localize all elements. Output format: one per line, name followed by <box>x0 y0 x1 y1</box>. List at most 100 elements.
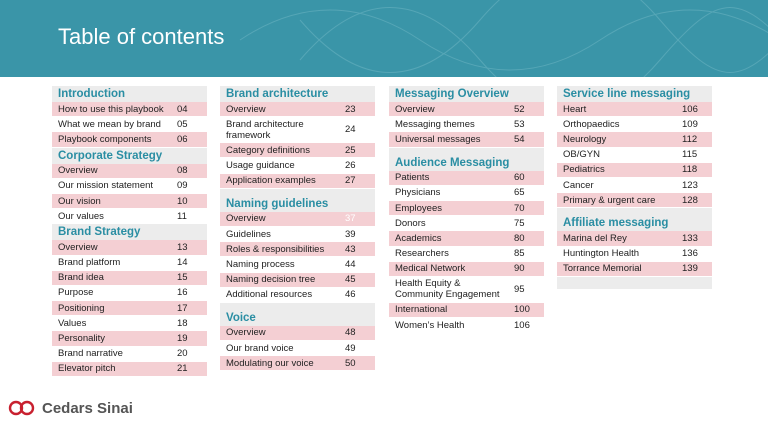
toc-row[interactable]: Modulating our voice 50 <box>220 356 375 372</box>
toc-label: Values <box>58 317 87 329</box>
toc-row[interactable]: How to use this playbook 04 <box>52 102 207 118</box>
toc-page: 123 <box>682 179 698 191</box>
toc-row[interactable]: Overview 52 <box>389 102 544 118</box>
toc-row[interactable]: Brand architecture framework 24 <box>220 117 375 144</box>
toc-page: 15 <box>177 272 188 284</box>
toc-label: Neurology <box>563 133 607 145</box>
toc-row[interactable]: Donors 75 <box>389 216 544 232</box>
toc-row[interactable]: Messaging themes 53 <box>389 117 544 133</box>
toc-row[interactable]: Researchers 85 <box>389 246 544 262</box>
toc-label: Brand idea <box>58 272 104 284</box>
toc-row[interactable]: Naming decision tree 45 <box>220 272 375 288</box>
toc-page: 139 <box>682 263 698 275</box>
toc-page: 54 <box>514 133 525 145</box>
toc-label: Patients <box>395 172 430 184</box>
section-title[interactable]: Audience Messaging <box>389 154 544 171</box>
toc-row[interactable]: Usage guidance 26 <box>220 158 375 174</box>
toc-row[interactable]: Primary & urgent care 128 <box>557 193 712 209</box>
toc-label: Torrance Memorial <box>563 263 642 275</box>
toc-row[interactable]: Academics 80 <box>389 231 544 247</box>
toc-row[interactable]: Health Equity & Community Engagement 95 <box>389 276 544 303</box>
toc-row[interactable]: Brand platform 14 <box>52 255 207 271</box>
toc-label: Messaging themes <box>395 118 475 130</box>
toc-page: 128 <box>682 194 698 206</box>
toc-row[interactable]: OB/GYN 115 <box>557 147 712 163</box>
toc-row[interactable]: Naming process 44 <box>220 257 375 273</box>
toc-row[interactable]: Playbook components 06 <box>52 132 207 148</box>
toc-label: Overview <box>395 103 435 115</box>
section-title[interactable]: Corporate Strategy <box>52 147 207 164</box>
toc-row[interactable]: Our mission statement 09 <box>52 178 207 194</box>
toc-row[interactable]: Our vision 10 <box>52 193 207 210</box>
toc-row[interactable]: Purpose 16 <box>52 285 207 302</box>
toc-row[interactable]: Brand narrative 20 <box>52 346 207 362</box>
toc-row[interactable]: Guidelines 39 <box>220 226 375 243</box>
toc-page: 115 <box>682 149 698 161</box>
toc-row[interactable]: Overview 23 <box>220 102 375 118</box>
toc-row[interactable]: Positioning 17 <box>52 301 207 317</box>
toc-page: 16 <box>177 287 188 299</box>
toc-row[interactable]: Orthopaedics 109 <box>557 117 712 133</box>
toc-page: 19 <box>177 333 188 345</box>
section-title[interactable]: Introduction <box>52 86 207 102</box>
toc-section-introduction: Introduction How to use this playbook 04 … <box>52 86 207 148</box>
toc-row[interactable]: Our values 11 <box>52 209 207 225</box>
toc-row[interactable]: Roles & responsibilities 43 <box>220 242 375 258</box>
toc-label: Our brand voice <box>226 342 294 354</box>
section-title[interactable]: Voice <box>220 309 375 326</box>
toc-row[interactable]: Employees 70 <box>389 200 544 217</box>
toc-page: 23 <box>345 103 356 115</box>
header-banner: Table of contents <box>0 0 768 77</box>
section-title[interactable]: Service line messaging <box>557 86 712 102</box>
section-title[interactable]: Brand architecture <box>220 86 375 102</box>
toc-row[interactable]: Cancer 123 <box>557 177 712 194</box>
toc-label: Brand architecture framework <box>226 118 304 141</box>
toc-row[interactable]: Elevator pitch 21 <box>52 361 207 377</box>
toc-row[interactable]: Personality 19 <box>52 331 207 347</box>
toc-column-4: Service line messaging Heart 106 Orthopae… <box>557 86 712 289</box>
toc-row[interactable]: Additional resources 46 <box>220 287 375 303</box>
toc-row[interactable]: Medical Network 90 <box>389 261 544 277</box>
section-title[interactable]: Affiliate messaging <box>557 215 712 232</box>
toc-row[interactable]: Marina del Rey 133 <box>557 231 712 247</box>
toc-section-corporate-strategy: Corporate Strategy Overview 08 Our missio… <box>52 147 207 225</box>
toc-row[interactable]: Application examples 27 <box>220 173 375 189</box>
toc-row[interactable]: Patients 60 <box>389 170 544 186</box>
toc-page: 14 <box>177 257 188 269</box>
toc-page: 11 <box>177 210 187 222</box>
section-spacer <box>557 208 712 216</box>
section-title[interactable]: Brand Strategy <box>52 224 207 241</box>
toc-row[interactable]: Overview 13 <box>52 240 207 256</box>
toc-section-service-line-messaging: Service line messaging Heart 106 Orthopae… <box>557 86 712 216</box>
toc-label: Women’s Health <box>395 319 465 331</box>
toc-row[interactable]: Huntington Health 136 <box>557 246 712 262</box>
toc-row[interactable]: Values 18 <box>52 316 207 332</box>
toc-row[interactable]: Overview 08 <box>52 163 207 179</box>
toc-page: 04 <box>177 103 188 115</box>
toc-row[interactable]: Neurology 112 <box>557 132 712 148</box>
toc-row[interactable]: What we mean by brand 05 <box>52 117 207 133</box>
section-title[interactable]: Messaging Overview <box>389 86 544 102</box>
toc-section-messaging-overview: Messaging Overview Overview 52 Messaging … <box>389 86 544 155</box>
toc-page: 109 <box>682 118 698 130</box>
toc-row[interactable]: Pediatrics 118 <box>557 162 712 178</box>
toc-row[interactable]: Universal messages 54 <box>389 132 544 148</box>
section-title[interactable]: Naming guidelines <box>220 195 375 212</box>
toc-row[interactable]: Category definitions 25 <box>220 143 375 159</box>
toc-row[interactable]: Torrance Memorial 139 <box>557 261 712 277</box>
toc-section-naming-guidelines: Naming guidelines Overview 37 Guidelines 3… <box>220 195 375 310</box>
toc-row[interactable]: Women’s Health 106 <box>389 318 544 334</box>
toc-row[interactable]: Brand idea 15 <box>52 270 207 286</box>
toc-row[interactable]: Physicians 65 <box>389 185 544 201</box>
toc-row[interactable]: Overview 48 <box>220 325 375 342</box>
toc-row[interactable]: Heart 106 <box>557 102 712 118</box>
toc-page: 112 <box>682 133 698 145</box>
toc-page: 80 <box>514 232 525 244</box>
toc-label: Overview <box>58 241 98 253</box>
toc-row[interactable]: Our brand voice 49 <box>220 341 375 357</box>
toc-row[interactable]: International 100 <box>389 302 544 319</box>
toc-label: Roles & responsibilities <box>226 243 325 255</box>
toc-row[interactable]: Overview 37 <box>220 211 375 227</box>
toc-section-affiliate-messaging: Affiliate messaging Marina del Rey 133 Hu… <box>557 215 712 289</box>
toc-label: Academics <box>395 232 442 244</box>
